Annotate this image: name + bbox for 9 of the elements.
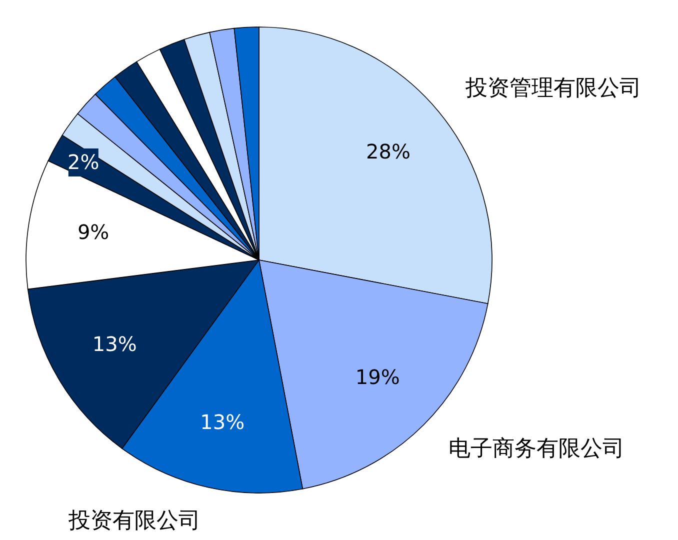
data-label: 2% <box>68 150 100 174</box>
slice-label: 电子商务有限公司 <box>448 436 624 462</box>
data-label: 19% <box>355 365 400 390</box>
data-label: 28% <box>366 140 410 164</box>
data-label: 13% <box>200 410 245 434</box>
slice-label: 投资有限公司 <box>68 508 201 534</box>
data-label: 9% <box>77 220 110 244</box>
data-label: 13% <box>92 332 137 356</box>
slice-label: 投资管理有限公司 <box>464 76 642 102</box>
